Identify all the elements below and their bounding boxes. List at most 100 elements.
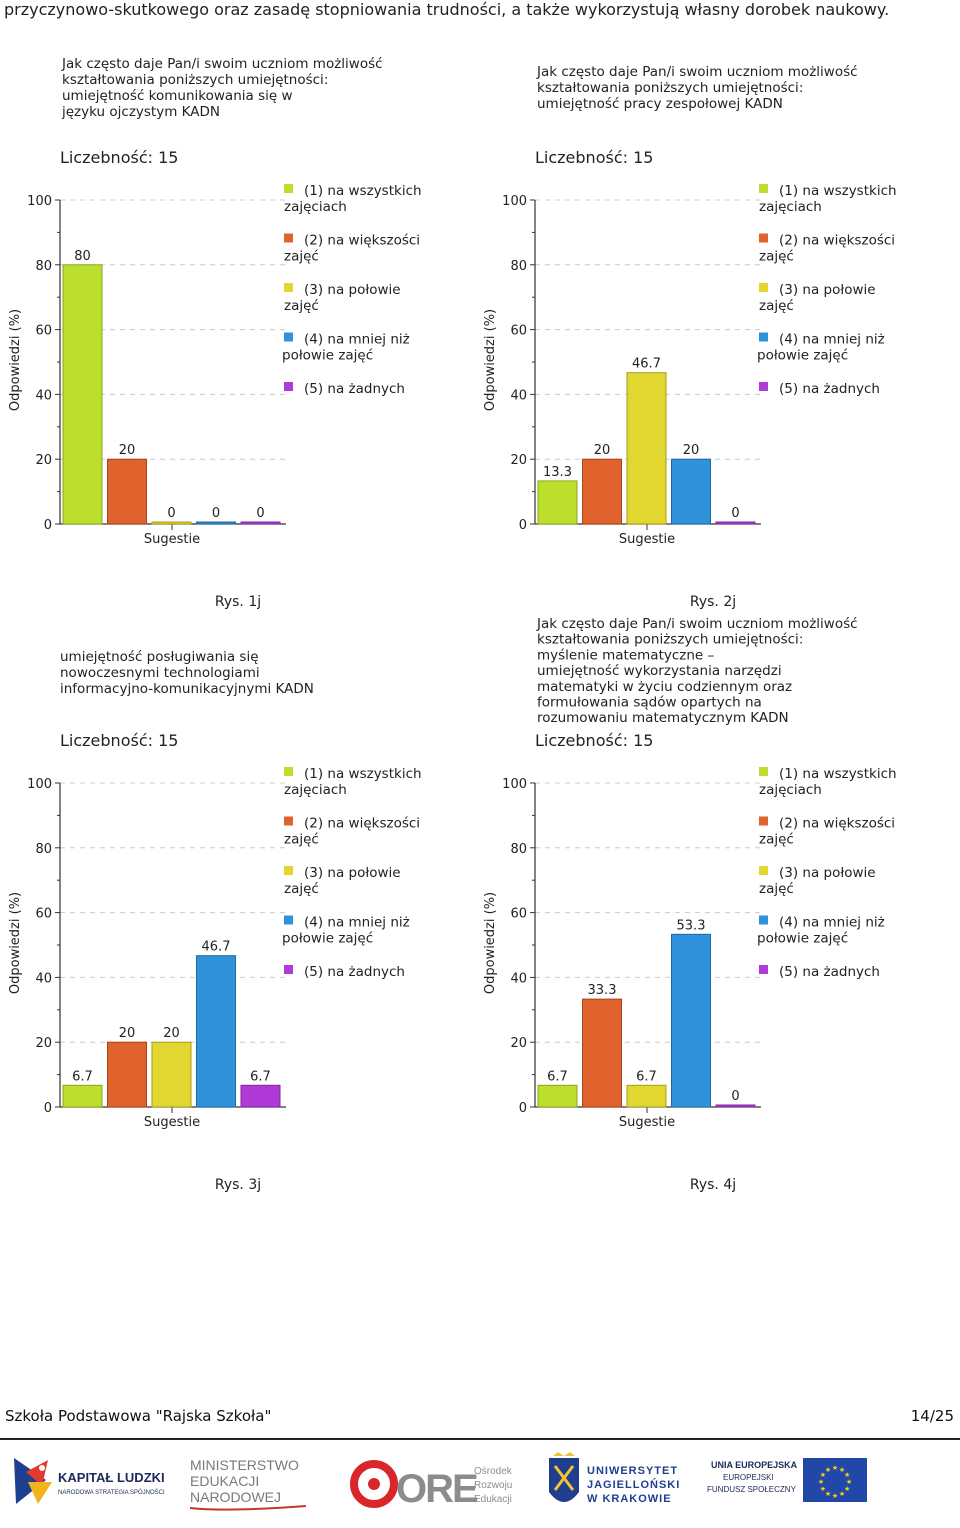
ue-line-2: EUROPEJSKI bbox=[723, 1473, 774, 1482]
x-axis-label: Sugestie bbox=[144, 1115, 200, 1130]
ministerstwo-line-3: NARODOWEJ bbox=[190, 1489, 281, 1505]
bar-4 bbox=[196, 521, 236, 525]
bar-3 bbox=[151, 1041, 192, 1108]
y-axis-label: Odpowiedzi (%) bbox=[483, 892, 498, 994]
bar-1 bbox=[537, 480, 578, 525]
chart-title-line: Jak często daje Pan/i swoim uczniom możl… bbox=[536, 64, 858, 80]
legend-swatch bbox=[284, 767, 293, 776]
legend-swatch bbox=[759, 866, 768, 875]
y-axis-label: Odpowiedzi (%) bbox=[8, 309, 23, 411]
legend-label: zajęć bbox=[284, 298, 319, 314]
y-tick-label: 60 bbox=[35, 324, 52, 339]
legend-swatch bbox=[284, 184, 293, 193]
chart-count-label: Liczebność: 15 bbox=[535, 731, 653, 750]
x-axis-label: Sugestie bbox=[619, 1115, 675, 1130]
legend-label: (2) na większości bbox=[779, 816, 895, 832]
footer-page-number: 14/25 bbox=[910, 1407, 954, 1425]
y-tick-label: 0 bbox=[44, 1101, 52, 1116]
legend-label: (1) na wszystkich bbox=[304, 183, 422, 199]
chart-title-line: kształtowania poniższych umiejętności: bbox=[537, 632, 803, 648]
legend-label: połowie zajęć bbox=[757, 931, 848, 947]
legend-swatch bbox=[284, 382, 293, 391]
bar-value-label: 20 bbox=[163, 1026, 180, 1041]
figure-caption-4: Rys. 4j bbox=[689, 1177, 737, 1193]
bar-5 bbox=[715, 1104, 756, 1108]
legend-label: zajęciach bbox=[284, 199, 347, 215]
figure-caption-1: Rys. 1j bbox=[214, 594, 262, 610]
eu-star-icon: ★ bbox=[820, 1471, 826, 1479]
chart-count-label: Liczebność: 15 bbox=[60, 148, 178, 167]
bar-3 bbox=[151, 521, 192, 525]
legend-label: (3) na połowie bbox=[779, 865, 876, 881]
bar-value-label: 20 bbox=[683, 443, 700, 458]
ore-line-1: Ośrodek bbox=[474, 1466, 513, 1477]
bar-value-label: 0 bbox=[731, 1089, 739, 1104]
legend-label: zajęć bbox=[284, 249, 319, 265]
kapital-ludzki-logo: KAPITAŁ LUDZKI NARODOWA STRATEGIA SPÓJNO… bbox=[14, 1458, 165, 1504]
y-tick-label: 40 bbox=[510, 971, 527, 986]
page-top-text: przyczynowo-skutkowego oraz zasadę stopn… bbox=[4, 0, 890, 19]
y-tick-label: 40 bbox=[510, 388, 527, 403]
logo-strip: KAPITAŁ LUDZKI NARODOWA STRATEGIA SPÓJNO… bbox=[0, 1446, 960, 1524]
legend-swatch bbox=[284, 866, 293, 875]
y-tick-label: 60 bbox=[510, 324, 527, 339]
chart-title-line: myślenie matematyczne – bbox=[537, 647, 715, 663]
y-tick-label: 80 bbox=[510, 259, 527, 274]
legend-label: (5) na żadnych bbox=[779, 964, 880, 980]
legend-label: (2) na większości bbox=[779, 233, 895, 249]
legend-label: (3) na połowie bbox=[304, 282, 401, 298]
chart-title-line: kształtowania poniższych umiejętności: bbox=[537, 80, 803, 96]
y-tick-label: 80 bbox=[35, 842, 52, 857]
legend-label: (2) na większości bbox=[304, 816, 420, 832]
bar-4 bbox=[671, 458, 711, 525]
bar-1 bbox=[537, 1084, 578, 1108]
bar-value-label: 20 bbox=[119, 443, 136, 458]
chart-title-line: umiejętność wykorzystania narzędzi bbox=[537, 663, 782, 679]
charts-canvas: Jak często daje Pan/i swoim uczniom możl… bbox=[8, 56, 897, 1130]
legend-label: (4) na mniej niż bbox=[779, 332, 885, 348]
bar-4 bbox=[196, 955, 236, 1108]
bar-value-label: 6.7 bbox=[72, 1069, 93, 1084]
bar-value-label: 46.7 bbox=[202, 940, 231, 955]
chart-title-line: informacyjno-komunikacyjnymi KADN bbox=[60, 681, 314, 697]
eu-star-icon: ★ bbox=[820, 1485, 826, 1493]
bar-5 bbox=[240, 1084, 281, 1108]
legend-swatch bbox=[759, 816, 768, 826]
ue-logo: UNIA EUROPEJSKA EUROPEJSKI FUNDUSZ SPOŁE… bbox=[707, 1458, 867, 1502]
footer-school-name: Szkoła Podstawowa "Rajska Szkoła" bbox=[5, 1407, 272, 1425]
eu-star-icon: ★ bbox=[839, 1490, 845, 1498]
y-tick-label: 100 bbox=[502, 194, 527, 209]
bar-2 bbox=[582, 458, 622, 525]
legend-label: (3) na połowie bbox=[779, 282, 876, 298]
bar-4 bbox=[671, 933, 711, 1108]
legend-label: (1) na wszystkich bbox=[779, 766, 897, 782]
legend-swatch bbox=[759, 283, 768, 292]
legend-label: zajęć bbox=[759, 832, 794, 848]
eu-star-icon: ★ bbox=[846, 1478, 852, 1486]
legend-label: (5) na żadnych bbox=[304, 381, 405, 397]
bar-value-label: 20 bbox=[594, 443, 611, 458]
legend-label: zajęć bbox=[284, 881, 319, 897]
legend-swatch bbox=[759, 332, 768, 342]
bar-value-label: 0 bbox=[167, 506, 175, 521]
chart-title-line: umiejętność pracy zespołowej KADN bbox=[537, 96, 783, 112]
y-tick-label: 20 bbox=[35, 1036, 52, 1051]
eu-star-icon: ★ bbox=[844, 1485, 850, 1493]
uj-line-2: JAGIELLOŃSKI bbox=[587, 1478, 680, 1491]
ore-line-3: Edukacji bbox=[474, 1494, 512, 1505]
bar-5 bbox=[240, 521, 281, 525]
bar-value-label: 0 bbox=[731, 506, 739, 521]
legend-swatch bbox=[759, 382, 768, 391]
bar-value-label: 80 bbox=[74, 249, 91, 264]
chart-title-line: umiejętność komunikowania się w bbox=[62, 88, 293, 104]
y-tick-label: 60 bbox=[35, 907, 52, 922]
bar-1 bbox=[62, 1084, 103, 1108]
legend-label: zajęć bbox=[759, 298, 794, 314]
chart-title-line: Jak często daje Pan/i swoim uczniom możl… bbox=[536, 616, 858, 632]
y-tick-label: 60 bbox=[510, 907, 527, 922]
ue-line-1: UNIA EUROPEJSKA bbox=[711, 1460, 798, 1470]
bar-value-label: 53.3 bbox=[677, 918, 706, 933]
eu-star-icon: ★ bbox=[825, 1466, 831, 1474]
y-tick-label: 20 bbox=[510, 1036, 527, 1051]
kapital-ludzki-title: KAPITAŁ LUDZKI bbox=[58, 1470, 165, 1485]
